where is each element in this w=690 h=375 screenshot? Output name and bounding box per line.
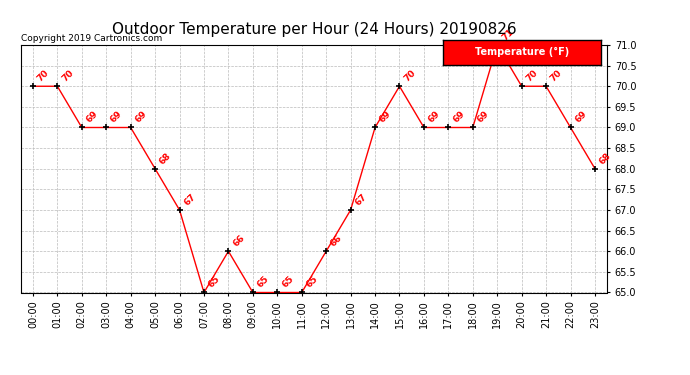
Text: 70: 70 — [36, 68, 51, 84]
Text: 69: 69 — [109, 110, 124, 125]
Text: 69: 69 — [133, 110, 149, 125]
Text: 68: 68 — [598, 151, 613, 166]
Text: 70: 70 — [60, 68, 75, 84]
Text: Copyright 2019 Cartronics.com: Copyright 2019 Cartronics.com — [21, 33, 162, 42]
Text: 67: 67 — [353, 192, 368, 207]
Text: 69: 69 — [378, 110, 393, 125]
Text: 65: 65 — [304, 274, 319, 290]
Text: 67: 67 — [182, 192, 197, 207]
Text: 65: 65 — [280, 274, 295, 290]
Text: 70: 70 — [524, 68, 540, 84]
Text: 69: 69 — [475, 110, 491, 125]
Text: 69: 69 — [426, 110, 442, 125]
Title: Outdoor Temperature per Hour (24 Hours) 20190826: Outdoor Temperature per Hour (24 Hours) … — [112, 22, 516, 38]
Text: 68: 68 — [158, 151, 173, 166]
Text: 69: 69 — [451, 110, 466, 125]
Text: 70: 70 — [402, 68, 417, 84]
Text: 71: 71 — [500, 27, 515, 42]
Text: 66: 66 — [231, 233, 246, 249]
Text: 69: 69 — [573, 110, 589, 125]
Text: 70: 70 — [549, 68, 564, 84]
Text: 65: 65 — [255, 274, 271, 290]
Text: 65: 65 — [207, 274, 222, 290]
Text: 66: 66 — [329, 233, 344, 249]
Text: 69: 69 — [85, 110, 100, 125]
